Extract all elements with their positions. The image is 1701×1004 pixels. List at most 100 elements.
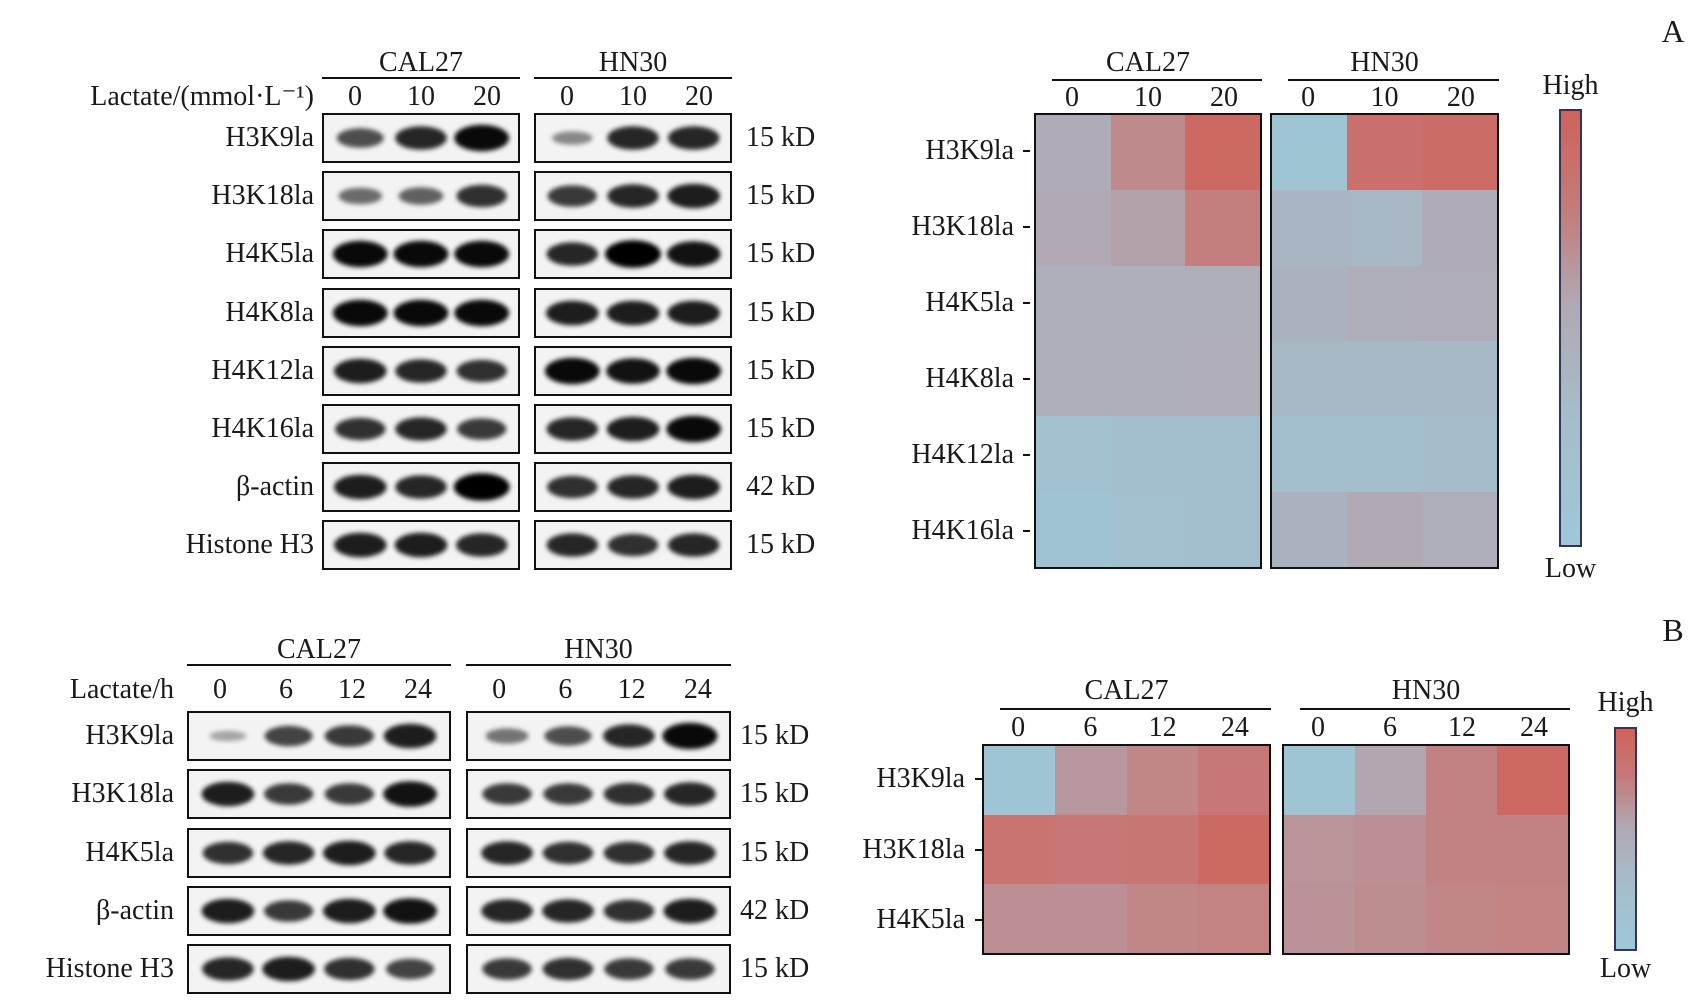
protein-band [201,898,255,924]
protein-band [545,300,599,325]
blot-image [335,417,507,441]
heatmap-row-label: H4K5la [876,903,965,935]
heatmap-row-tick [975,778,982,781]
heatmap-column-label: 0 [1065,82,1079,113]
protein-band [393,299,449,326]
heatmap-cell [1055,884,1127,953]
protein-band [398,187,444,205]
cell-line-underline [322,77,520,79]
heatmap-cell [1426,746,1497,815]
cell-line-underline [534,77,732,79]
protein-band [384,840,436,865]
protein-band [333,358,387,384]
protein-band [607,126,659,150]
protein-band [547,475,598,499]
protein-band [547,185,597,207]
heatmap-row-label: H3K9la [925,135,1014,166]
protein-band [395,417,447,441]
lane-label: 0 [560,81,574,112]
protein-band [395,359,447,383]
protein-band [603,783,655,806]
protein-band [383,723,437,749]
heatmap-grid [1034,113,1262,569]
blot-image [202,956,435,982]
blot-row-label: H4K16la [211,413,314,444]
lane-label: 12 [617,674,646,705]
protein-band [323,840,376,865]
blot-strip [466,711,731,761]
protein-band [209,730,247,742]
heatmap-cell [1197,815,1269,884]
heatmap-cell [1284,884,1355,953]
blot-row-label: H4K8la [225,296,314,328]
blot-image [332,299,510,326]
protein-band [332,299,388,326]
heatmap-cell [1272,341,1347,417]
color-scale-low-label: Low [1544,553,1597,584]
molecular-weight-label: 15 kD [746,354,816,386]
protein-band [607,184,659,208]
cell-line-header: HN30 [598,47,668,78]
heatmap-group-header: CAL27 [1106,47,1190,78]
lane-label: 24 [683,674,712,705]
heatmap-column-label: 6 [1083,712,1098,743]
heatmap-cell [1426,884,1497,953]
protein-band [664,840,716,865]
protein-band [544,357,600,385]
protein-band [395,126,447,150]
heatmap-cell [1422,491,1497,567]
heatmap-cell [1185,190,1260,266]
heatmap-row-tick [1023,302,1030,304]
heatmap-row-label: H3K9la [876,763,965,795]
blot-strip [322,287,520,338]
blot-strip [534,404,732,454]
heatmap-cell [1347,491,1422,567]
heatmap-row-label: H3K18la [862,833,965,865]
heatmap-group-underline [1052,79,1262,81]
protein-band [542,899,594,923]
dose-axis-label: Lactate/(mmol·L⁻¹) [90,81,314,112]
heatmap-cell [1284,815,1355,884]
blot-row-label: H3K18la [211,180,314,212]
blot-row-label: Histone H3 [185,529,314,561]
protein-band [333,474,387,500]
protein-band [543,783,593,806]
heatmap-cell [1036,190,1111,266]
protein-band [323,898,376,924]
protein-band [607,534,659,557]
heatmap-cell [1110,341,1186,417]
heatmap-row-tick [1023,150,1030,152]
heatmap-group-underline [1288,79,1499,81]
protein-band [457,418,507,440]
blot-strip [322,345,520,396]
heatmap-row-label: H3K18la [911,211,1014,242]
protein-band [605,240,661,269]
molecular-weight-label: 15 kD [740,953,810,985]
heatmap-row-tick [1023,378,1030,380]
dose-axis-label: Lactate/h [69,674,174,705]
heatmap-cell [1126,746,1198,815]
blot-strip [466,827,731,878]
heatmap-cell [1347,265,1422,341]
protein-band [667,474,721,500]
heatmap-cell [1272,416,1347,492]
heatmap-cell [1497,884,1568,953]
heatmap-cell [1272,115,1347,191]
protein-band [662,722,718,750]
blot-image [546,240,721,269]
blot-image [544,357,722,385]
blot-strip [322,113,520,163]
heatmap-cell [1355,815,1426,884]
lane-label: 0 [492,674,507,705]
blot-strip [466,769,731,820]
protein-band [551,131,593,145]
blot-row-label: Histone H3 [45,953,174,985]
protein-band [383,898,437,924]
blot-row-label: H3K9la [225,122,314,153]
heatmap-row-tick [975,918,982,921]
heatmap-row-label: H4K8la [925,363,1014,394]
blot-image [551,126,720,150]
heatmap-row-tick [1023,226,1030,228]
lane-label: 24 [404,674,432,705]
cell-line-header: CAL27 [379,47,463,78]
